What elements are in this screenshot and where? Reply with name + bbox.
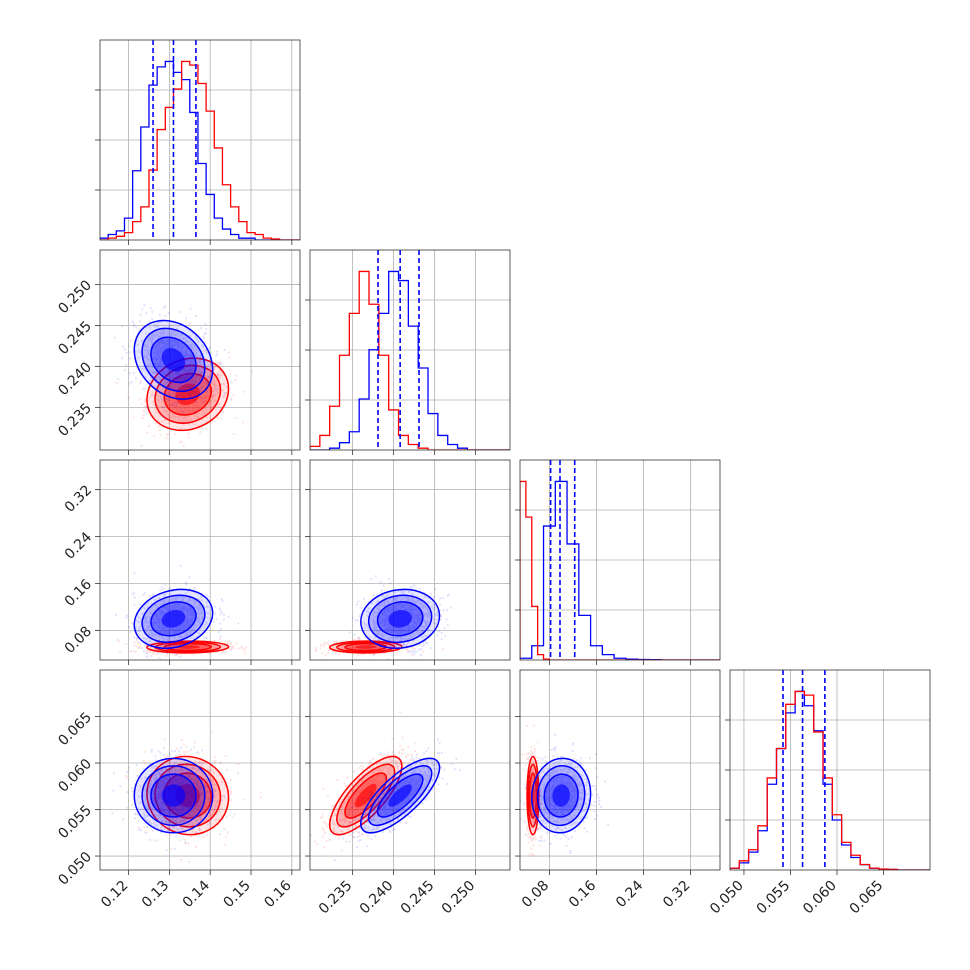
gridlines-3-0 — [100, 670, 300, 870]
x-tick-label: 0.12 — [98, 878, 131, 911]
histogram-blue — [520, 480, 720, 660]
panel-frame — [309, 669, 511, 871]
panel-content — [310, 711, 462, 862]
panel-3-0 — [100, 670, 300, 870]
density-contour-blue-3 — [552, 784, 570, 807]
ticks-0-0 — [95, 39, 301, 245]
panel-2-1 — [310, 460, 510, 660]
x-tick-label: 0.065 — [847, 878, 887, 918]
density-contour-red-3 — [354, 645, 377, 649]
panel-frame — [519, 459, 721, 661]
ticks-3-1 — [305, 669, 511, 875]
panel-content — [100, 40, 300, 240]
gridlines-2-2 — [520, 460, 720, 660]
x-tick-label: 0.240 — [357, 878, 397, 918]
panel-content — [520, 460, 720, 660]
histogram-blue — [310, 270, 510, 450]
y-tick-label: 0.065 — [55, 709, 95, 749]
gridlines-3-2 — [520, 670, 720, 870]
scatter-blue — [520, 733, 610, 855]
y-tick-label: 0.050 — [55, 849, 95, 889]
density-contour-blue-3 — [161, 784, 186, 807]
panel-frame — [99, 249, 301, 451]
y-tick-label: 0.245 — [55, 318, 95, 358]
panel-frame — [309, 459, 511, 661]
panel-content — [310, 250, 510, 450]
ticks-2-0 — [95, 459, 301, 665]
histogram-red — [100, 60, 300, 240]
histogram-red — [520, 480, 720, 660]
y-tick-label: 0.16 — [62, 576, 95, 609]
y-tick-label: 0.08 — [62, 624, 95, 657]
x-tick-label: 0.08 — [519, 878, 552, 911]
panel-frame — [99, 669, 301, 871]
panel-frame — [99, 459, 301, 661]
y-tick-label: 0.32 — [62, 482, 95, 515]
panel-3-3 — [730, 670, 930, 870]
panel-0-0 — [100, 40, 300, 240]
scatter-points — [520, 733, 610, 855]
x-tick-label: 0.15 — [221, 878, 254, 911]
panel-content — [111, 731, 263, 863]
x-tick-label: 0.16 — [566, 878, 599, 911]
histogram-blue — [730, 690, 930, 870]
x-tick-label: 0.060 — [800, 878, 840, 918]
panel-2-2 — [520, 460, 720, 660]
x-tick-label: 0.055 — [754, 878, 794, 918]
x-tick-label: 0.13 — [139, 878, 172, 911]
x-tick-label: 0.16 — [261, 878, 294, 911]
density-contour-red-3 — [354, 783, 377, 808]
panel-content — [314, 575, 452, 660]
y-tick-label: 0.060 — [55, 756, 95, 796]
gridlines-2-1 — [310, 460, 510, 660]
panel-1-0 — [100, 250, 300, 450]
panel-content — [114, 565, 248, 660]
y-tick-label: 0.24 — [62, 529, 95, 562]
gridlines-3-1 — [310, 670, 510, 870]
histogram-red — [310, 270, 510, 450]
panel-3-1 — [310, 670, 510, 870]
panel-frame — [309, 249, 511, 451]
ticks-2-1 — [305, 459, 511, 665]
x-tick-label: 0.14 — [180, 878, 213, 911]
ticks-3-2 — [515, 669, 721, 875]
y-tick-label: 0.235 — [55, 400, 95, 440]
density-contour-blue-3 — [388, 784, 412, 807]
y-tick-label: 0.055 — [55, 802, 95, 842]
ticks-3-3 — [725, 669, 931, 875]
panel-content — [520, 724, 610, 857]
gridlines-0-0 — [100, 40, 300, 240]
x-tick-label: 0.32 — [660, 878, 693, 911]
histogram-blue — [100, 60, 300, 240]
panel-content — [100, 303, 254, 447]
histogram-red — [730, 690, 930, 870]
density-contour-blue-3 — [161, 348, 186, 372]
y-tick-label: 0.250 — [55, 277, 95, 317]
ticks-1-1 — [305, 249, 511, 455]
x-tick-label: 0.250 — [439, 878, 479, 918]
gridlines-1-1 — [310, 250, 510, 450]
x-tick-label: 0.050 — [707, 878, 747, 918]
panel-1-1 — [310, 250, 510, 450]
density-contour-blue-3 — [161, 610, 186, 628]
density-contour-blue-3 — [388, 610, 412, 628]
x-tick-label: 0.245 — [398, 878, 438, 918]
y-tick-label: 0.240 — [55, 359, 95, 399]
panel-content — [730, 670, 930, 870]
ticks-3-0 — [95, 669, 301, 875]
gridlines-1-0 — [100, 250, 300, 450]
panel-frame — [99, 39, 301, 241]
panel-2-0 — [100, 460, 300, 660]
gridlines-3-3 — [730, 670, 930, 870]
ticks-1-0 — [95, 249, 301, 455]
panel-frame — [519, 669, 721, 871]
ticks-2-2 — [515, 459, 721, 665]
x-tick-label: 0.235 — [316, 878, 356, 918]
panel-frame — [729, 669, 931, 871]
x-tick-label: 0.24 — [613, 878, 646, 911]
panel-3-2 — [520, 670, 720, 870]
